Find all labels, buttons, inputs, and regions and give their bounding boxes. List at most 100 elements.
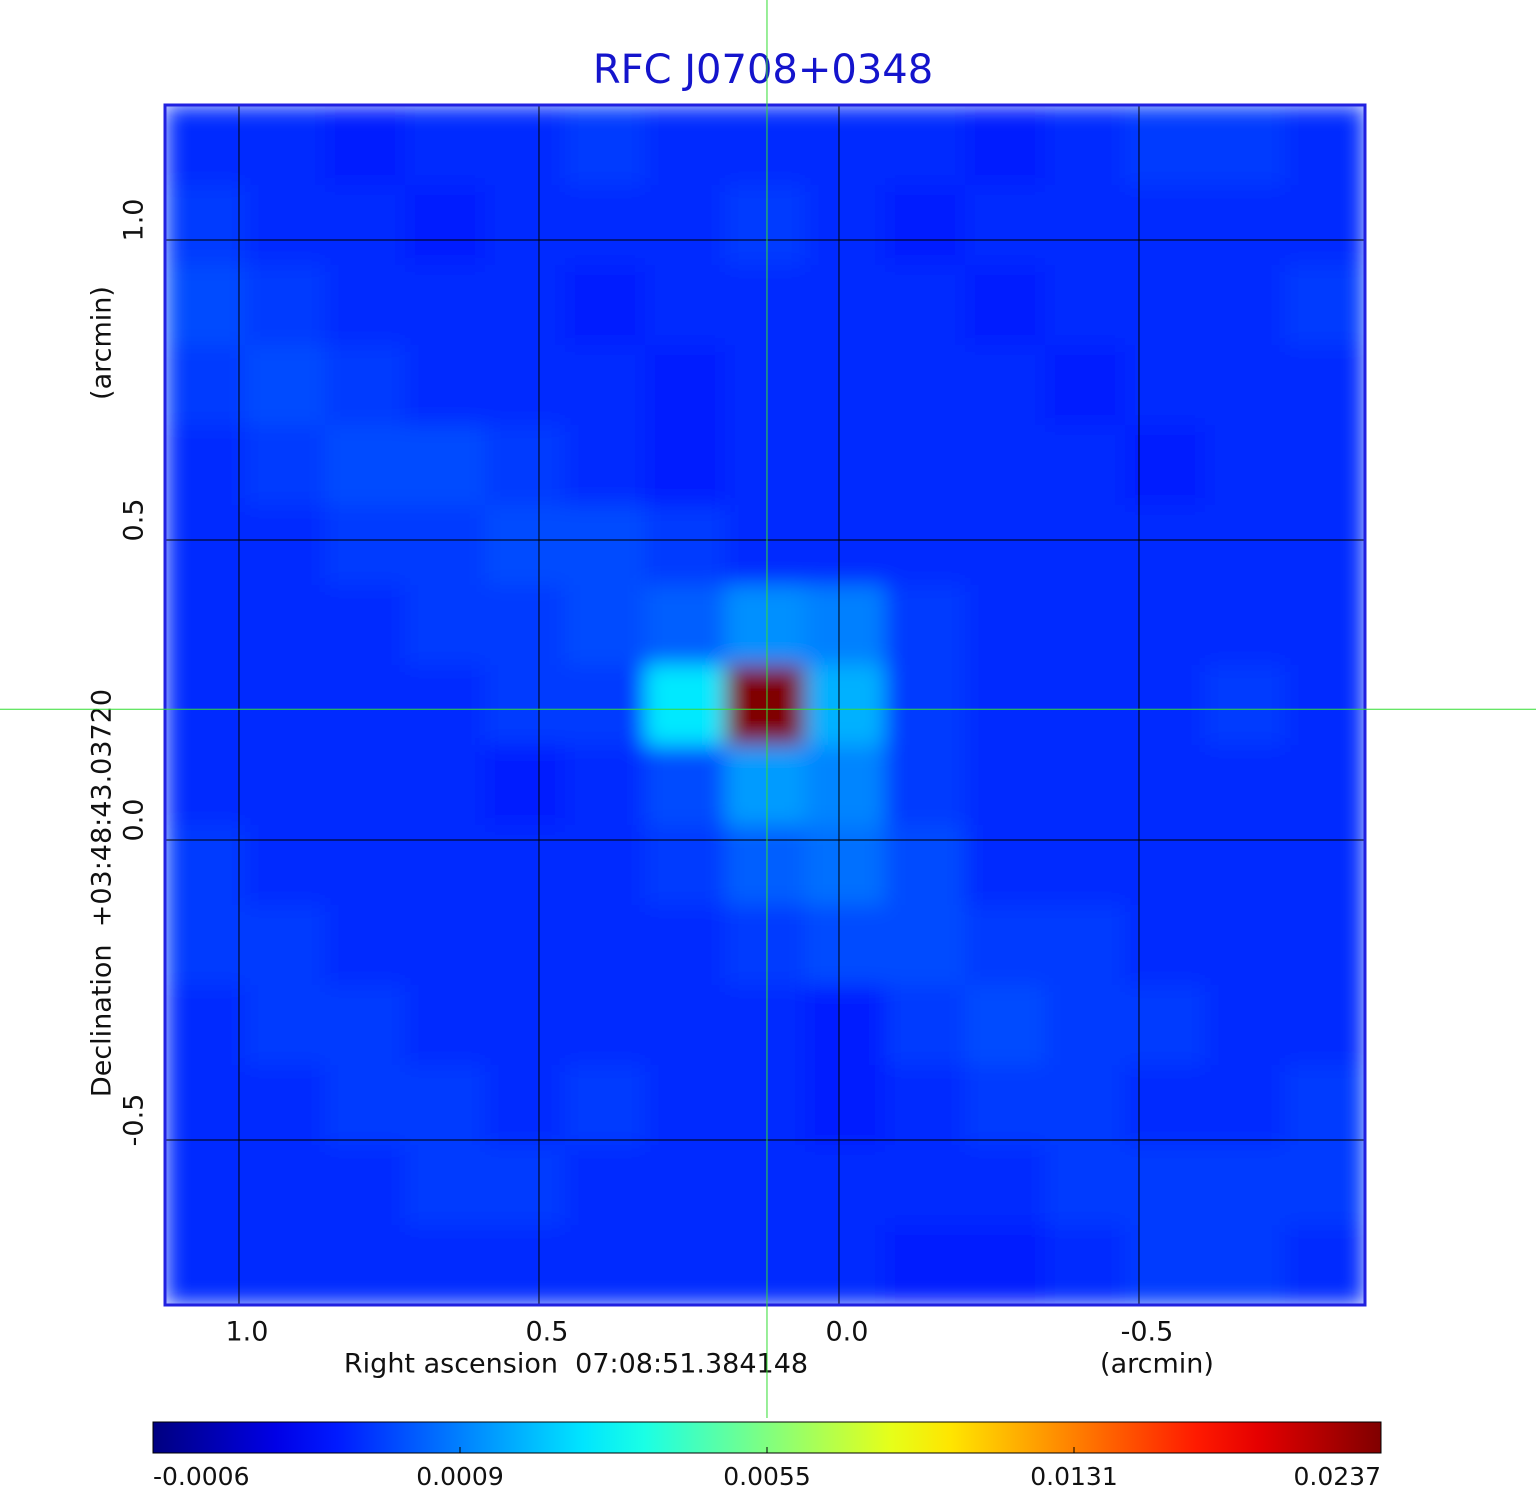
pixel	[245, 1145, 326, 1226]
pixel	[965, 265, 1046, 346]
pixel	[885, 505, 966, 586]
pixel	[165, 745, 246, 826]
pixel	[805, 985, 886, 1066]
pixel	[965, 505, 1046, 586]
pixel	[485, 1065, 566, 1146]
colorbar-tick-label: 0.0055	[723, 1462, 810, 1491]
pixel	[1125, 265, 1206, 346]
pixel	[485, 425, 566, 506]
pixel	[805, 265, 886, 346]
pixel	[645, 1065, 726, 1146]
pixel	[245, 1065, 326, 1146]
pixel	[885, 345, 966, 426]
pixel	[1125, 1225, 1206, 1305]
pixel	[885, 105, 966, 186]
pixel	[885, 905, 966, 986]
pixel	[885, 985, 966, 1066]
pixel	[1045, 505, 1126, 586]
pixel	[165, 105, 246, 186]
pixel	[565, 185, 646, 266]
pixel	[325, 265, 406, 346]
pixel	[245, 585, 326, 666]
pixel	[1125, 1145, 1206, 1226]
pixel	[565, 825, 646, 906]
pixel	[1045, 425, 1126, 506]
pixel	[805, 345, 886, 426]
pixel	[1125, 425, 1206, 506]
colorbar-tick-label: 0.0009	[416, 1462, 503, 1491]
pixel	[645, 665, 726, 746]
pixel	[1205, 905, 1286, 986]
pixel	[965, 585, 1046, 666]
pixel	[645, 425, 726, 506]
pixel	[645, 345, 726, 426]
pixel	[965, 105, 1046, 186]
y-axis-unit: (arcmin)	[87, 286, 118, 400]
pixel	[485, 1225, 566, 1305]
pixel	[805, 425, 886, 506]
pixel	[805, 1065, 886, 1146]
pixel	[405, 505, 486, 586]
pixel	[325, 905, 406, 986]
pixel	[325, 105, 406, 186]
pixel	[645, 825, 726, 906]
pixel	[1125, 185, 1206, 266]
pixel	[1205, 425, 1286, 506]
pixel	[1285, 505, 1365, 586]
pixel	[245, 265, 326, 346]
y-tick-label: 0.0	[119, 799, 150, 842]
pixel	[1125, 345, 1206, 426]
pixel	[1205, 745, 1286, 826]
pixel	[1285, 345, 1365, 426]
pixel	[165, 425, 246, 506]
pixel	[405, 665, 486, 746]
axes	[165, 105, 1365, 1305]
pixel	[1285, 425, 1365, 506]
y-tick-label: -0.5	[119, 1094, 150, 1147]
pixel	[725, 425, 806, 506]
pixel	[965, 1065, 1046, 1146]
pixel	[565, 345, 646, 426]
pixel	[1045, 745, 1126, 826]
plot-area	[165, 105, 1365, 1305]
pixel	[1125, 505, 1206, 586]
pixel	[245, 905, 326, 986]
pixel	[325, 185, 406, 266]
pixel	[645, 745, 726, 826]
pixel	[1285, 665, 1365, 746]
pixel	[165, 1065, 246, 1146]
pixel	[965, 425, 1046, 506]
pixel	[1285, 105, 1365, 186]
pixel	[725, 585, 806, 666]
pixel	[1125, 585, 1206, 666]
pixel	[965, 1145, 1046, 1226]
pixel	[645, 1145, 726, 1226]
pixel	[805, 1145, 886, 1226]
pixel	[565, 105, 646, 186]
x-tick-label: -0.5	[1121, 1317, 1174, 1348]
pixel	[405, 1065, 486, 1146]
pixel	[805, 105, 886, 186]
pixel	[965, 985, 1046, 1066]
pixel	[965, 745, 1046, 826]
pixel	[725, 345, 806, 426]
pixel	[565, 985, 646, 1066]
pixel	[165, 505, 246, 586]
pixel	[245, 665, 326, 746]
y-tick-label: 0.5	[119, 499, 150, 542]
pixel	[565, 745, 646, 826]
pixel	[965, 185, 1046, 266]
chart-title: RFC J0708+0348	[593, 47, 933, 93]
pixel	[725, 1225, 806, 1305]
pixel	[1045, 905, 1126, 986]
pixel	[1045, 1145, 1126, 1226]
pixel	[725, 265, 806, 346]
pixel	[1285, 185, 1365, 266]
pixel	[485, 585, 566, 666]
pixel	[725, 745, 806, 826]
pixel	[245, 505, 326, 586]
pixel	[485, 265, 566, 346]
pixel	[725, 1065, 806, 1146]
x-axis-unit: (arcmin)	[1100, 1349, 1214, 1380]
pixel	[1285, 745, 1365, 826]
